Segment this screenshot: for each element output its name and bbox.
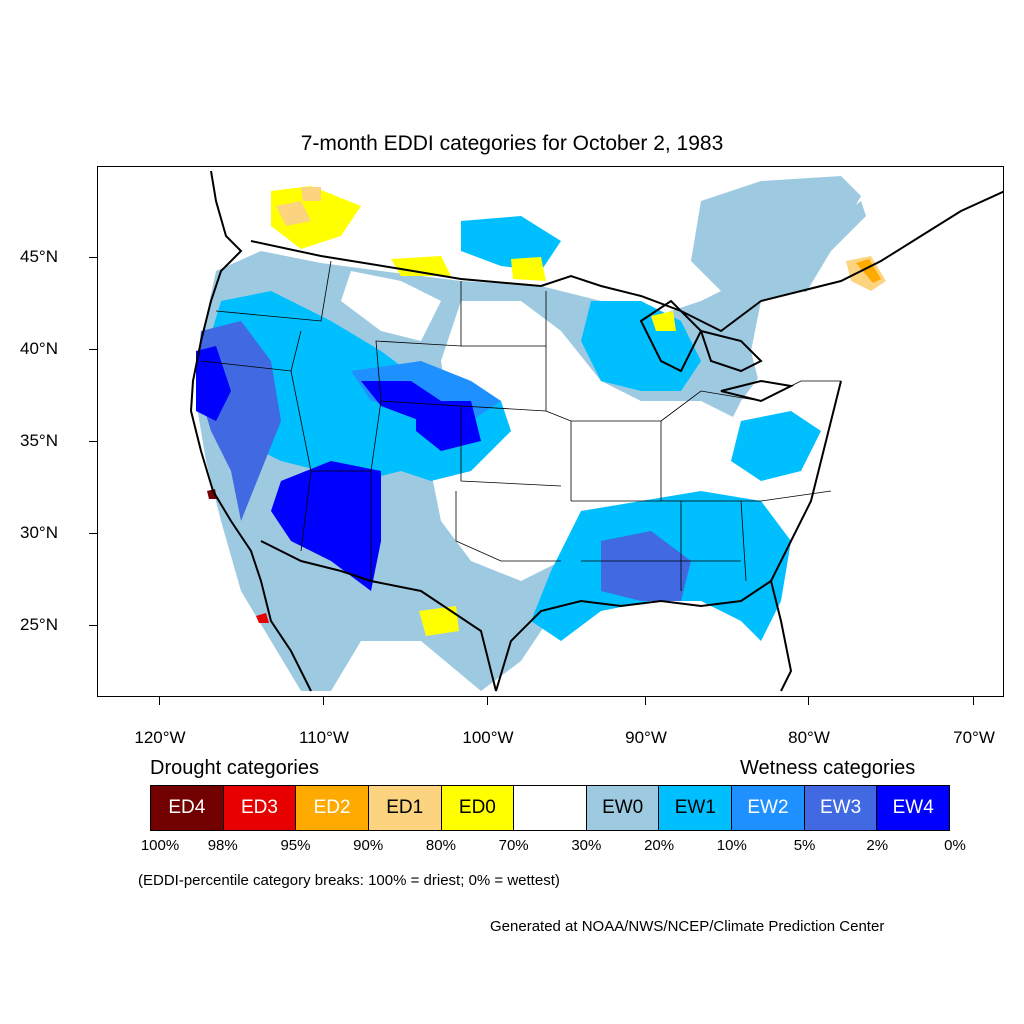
legend-break-label: 95% <box>280 837 311 854</box>
drought-heading: Drought categories <box>150 757 319 779</box>
legend-cell: ED0 <box>441 786 515 830</box>
legend-cell: ED2 <box>296 786 369 830</box>
lat-label-30: 30°N <box>20 523 58 542</box>
wetness-heading: Wetness categories <box>740 757 916 779</box>
legend-break-label: 100% <box>140 837 180 854</box>
legend-cell: EW4 <box>877 786 950 830</box>
legend-cell: ED1 <box>368 786 442 830</box>
legend-cell: ED4 <box>151 786 224 830</box>
legend-break-label: 2% <box>866 837 889 854</box>
legend-cell: ED3 <box>223 786 297 830</box>
lat-tick <box>89 625 97 626</box>
lat-label-45: 45°N <box>20 247 58 266</box>
state-lines <box>200 260 841 591</box>
eddi-map <box>189 170 1003 692</box>
lat-tick <box>89 441 97 442</box>
lat-label-35: 35°N <box>20 431 58 450</box>
legend-cell: EW0 <box>586 786 660 830</box>
legend-break-label: 10% <box>716 837 747 854</box>
credit-line: Generated at NOAA/NWS/NCEP/Climate Predi… <box>490 918 885 935</box>
lat-tick <box>89 533 97 534</box>
lon-tick <box>487 697 488 705</box>
legend-cell: EW1 <box>659 786 733 830</box>
category-shading <box>196 176 886 691</box>
lat-tick <box>89 349 97 350</box>
legend-cell: EW3 <box>804 786 878 830</box>
legend-break-label: 30% <box>571 837 602 854</box>
legend-break-label: 90% <box>353 837 384 854</box>
lon-label-100: 100°W <box>462 728 514 747</box>
legend-break-label: 20% <box>644 837 675 854</box>
lon-label-80: 80°W <box>788 728 830 747</box>
map-title: 7-month EDDI categories for October 2, 1… <box>300 132 724 155</box>
category-note: (EDDI-percentile category breaks: 100% =… <box>138 872 560 889</box>
lon-tick <box>323 697 324 705</box>
legend-break-label: 70% <box>498 837 529 854</box>
legend-color-bar: ED4 ED3 ED2 ED1 ED0 EW0 EW1 EW2 EW3 EW4 <box>150 785 950 831</box>
lat-tick <box>89 257 97 258</box>
legend-break-label: 5% <box>793 837 816 854</box>
lat-label-40: 40°N <box>20 339 58 358</box>
lon-label-70: 70°W <box>953 728 995 747</box>
map-frame <box>97 166 1004 697</box>
lon-tick <box>645 697 646 705</box>
lon-tick <box>808 697 809 705</box>
legend-cell <box>514 786 587 830</box>
legend-break-label: 0% <box>944 837 966 854</box>
lat-label-25: 25°N <box>20 615 58 634</box>
legend-break-label: 80% <box>425 837 456 854</box>
boundaries <box>189 170 1003 692</box>
lon-tick <box>159 697 160 705</box>
legend-break-label: 98% <box>207 837 238 854</box>
lon-label-110: 110°W <box>299 728 349 747</box>
lon-label-120: 120°W <box>134 728 186 747</box>
legend-cell: EW2 <box>732 786 805 830</box>
lon-tick <box>973 697 974 705</box>
lon-label-90: 90°W <box>625 728 667 747</box>
